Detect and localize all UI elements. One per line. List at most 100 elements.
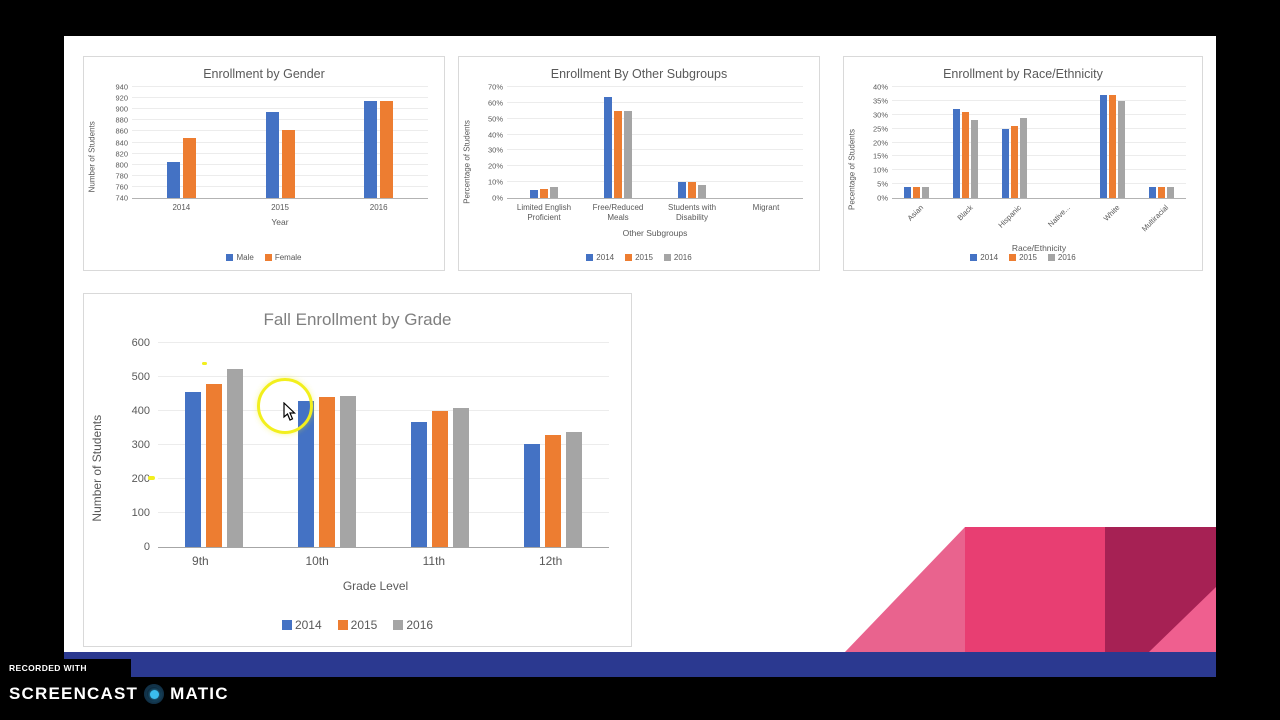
gridline [892,141,1186,143]
bar-group [298,343,357,547]
y-tick-label: 0% [877,193,888,203]
mouse-cursor [283,402,296,421]
y-tick-label: 400 [131,405,150,418]
plot-area: 740 760 780 800 820 840 860 880 900 920 940 2014 201… [100,83,444,227]
bar-2016-11th [452,408,469,547]
slide: Enrollment by Gender Number of Students 74… [64,36,1216,652]
x-axis-title: Grade Level [342,578,409,593]
legend: 2014 2015 2016 [459,253,819,262]
y-tick-label: 500 [131,371,150,383]
chart-fall-enrollment-by-grade: Fall Enrollment by Grade Number of Studen… [83,293,632,647]
plot-grid: 0% 5% 10% 15% 20% 25% 30% 35% 40% [873,83,1186,203]
gridline [158,512,609,514]
category-slot [132,87,231,198]
bar-2016-black [971,120,978,198]
y-tick-label: 920 [115,93,128,103]
bar-2014-white [1100,95,1107,198]
y-tick-label: 25% [872,124,888,134]
category-slot [729,87,803,198]
category-slot [496,343,609,547]
legend-swatch [281,620,292,630]
category-slot [1137,87,1186,198]
bar-group [410,343,469,547]
y-tick-label: 5% [877,179,888,189]
category-labels: 9th 10th 11th 12th [142,554,609,570]
bar-2016-multiracial [1167,186,1174,198]
legend-item: 2014 [586,253,614,262]
bar-2014-asian [904,186,911,198]
category-label: Free/Reduced Meals [592,203,644,223]
y-tick-label: 10% [487,177,503,187]
y-tick-label: 740 [115,193,128,203]
y-tick-label: 100 [131,507,150,520]
gridline [892,99,1186,101]
legend-swatch [393,620,404,630]
chart-body: Percentage of Students 0% 10% 20% 30% 40% 50% 6… [459,83,819,238]
gridline [507,149,803,151]
y-tick-label: 300 [131,439,150,451]
category-slot [329,87,428,198]
bar-2015-students-with-disability [688,182,696,198]
chart-body: Number of Students 740 760 780 800 820 840 860 8… [84,83,444,227]
y-tick-label: 0% [492,193,503,203]
bar-2015-hispanic [1011,125,1018,198]
bar-2015-white [1109,95,1116,198]
category-label: 11th [422,554,446,568]
bar-2016-10th [340,396,357,547]
y-tick-label: 880 [115,115,128,125]
y-tick-label: 70% [487,82,503,92]
legend-swatch [970,254,978,261]
bar-2015-12th [544,434,561,547]
x-axis-title: Race/Ethnicity [1011,243,1067,253]
category-label: 2016 [369,203,388,212]
gridline [132,163,428,165]
chart-enrollment-by-race-ethnicity: Enrollment by Race/Ethnicity Pecentage of… [843,56,1203,271]
plot-grid: 0 100 200 300 400 500 600 [132,337,609,553]
category-slot [507,87,581,198]
gridline [507,117,803,119]
plot-grid: 740 760 780 800 820 840 860 880 900 920 940 [115,83,428,203]
bar-2015-10th [319,397,336,547]
bar-group [1051,87,1076,198]
legend-item: 2016 [1047,253,1076,262]
bar-2015-9th [206,383,223,547]
y-tick-label: 30% [487,145,503,155]
bar-groups [158,343,609,547]
category-label: Native... [1046,203,1073,229]
bar-2014-black [953,109,960,198]
legend: 2014 2015 2016 [84,618,631,632]
y-tick-label: 20% [487,161,503,171]
plot-grid: 0% 10% 20% 30% 40% 50% 60% 70% [488,83,803,203]
bar-group [185,343,244,547]
bar-2014-multiracial [1149,186,1156,198]
recorded-with-label: RECORDED WITH [0,659,131,677]
gridline [892,127,1186,129]
bar-groups [892,87,1186,198]
bar-group [604,87,632,198]
category-label: 9th [192,554,209,568]
y-tick-label: 820 [115,149,128,159]
y-tick-label: 60% [487,98,503,108]
chart-body: Pecentage of Students 0% 5% 10% 15% 20% 25% 30%… [844,83,1202,253]
gridline [507,181,803,183]
bar-2014-10th [298,400,315,547]
bar-male-2015 [265,111,279,198]
category-slot [271,343,384,547]
category-label: Students with Disability [667,203,717,223]
category-label: Migrant [752,203,780,212]
category-label: Hispanic [996,203,1024,230]
screencast-o-matic-icon [144,684,165,704]
gridline [507,86,803,87]
y-axis-title: Number of Students [87,121,97,193]
bar-2016-students-with-disability [698,185,706,198]
bar-group [1100,87,1125,198]
category-label: 2015 [271,203,289,212]
bar-2014-hispanic [1002,128,1009,198]
legend-swatch [1009,254,1017,261]
plot-area: 0% 10% 20% 30% 40% 50% 60% 70% Limited English P… [475,83,819,238]
legend-item: Female [264,253,302,262]
legend-swatch [264,254,272,261]
gridline [132,141,428,143]
y-tick-label: 780 [115,171,128,181]
gridline [132,152,428,154]
